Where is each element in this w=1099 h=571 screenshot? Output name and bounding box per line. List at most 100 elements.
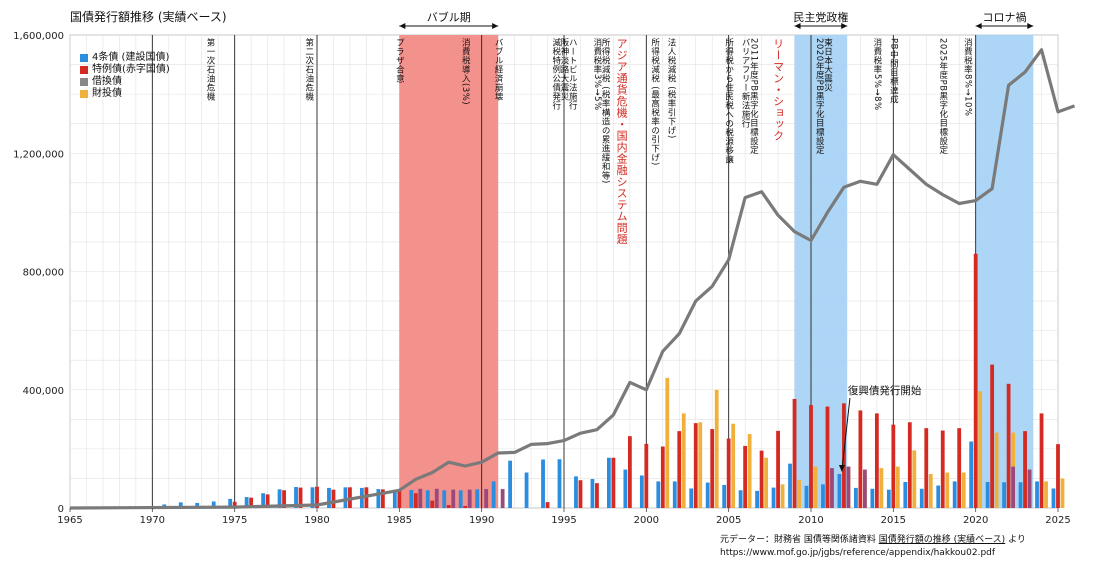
bar <box>557 459 562 508</box>
bar <box>1035 481 1039 508</box>
bar <box>195 502 200 508</box>
legend: 4条債 (建設国債) 特例債(赤字国債) 借換債 財投債 <box>80 52 170 100</box>
bar <box>952 481 957 508</box>
bar <box>1044 481 1048 508</box>
x-tick-label: 1975 <box>222 515 247 526</box>
annotation-label: アジア通貨危機・国内金融システム問題 <box>615 38 628 245</box>
bar <box>978 391 983 508</box>
bar <box>656 481 661 508</box>
bar <box>924 428 929 508</box>
bar <box>726 438 731 508</box>
bar <box>870 488 875 508</box>
bar <box>990 364 995 508</box>
bar <box>665 377 670 508</box>
bar <box>788 463 792 508</box>
bar <box>895 466 900 508</box>
legend-swatch <box>80 66 88 74</box>
annotation-label: 減税特例公債発行 <box>551 37 561 110</box>
bar <box>825 406 830 508</box>
bar <box>771 487 776 508</box>
source-url[interactable]: https://www.mof.go.jp/jgbs/reference/app… <box>720 548 996 558</box>
period-arrowhead-right <box>841 23 848 29</box>
annotation-label: 復興債発行開始 <box>848 384 922 397</box>
bar <box>331 489 336 508</box>
bar <box>425 490 430 508</box>
bar <box>776 430 780 508</box>
bar <box>491 481 496 508</box>
legend-label: 4条債 (建設国債) <box>92 52 170 63</box>
legend-item: 借換債 <box>80 76 170 88</box>
bar <box>994 432 999 508</box>
bar <box>611 457 616 508</box>
bar <box>928 474 933 508</box>
bar <box>1002 482 1006 508</box>
bar <box>714 389 719 508</box>
annotation-label: 阪神淡路大震災 <box>559 38 569 101</box>
y-tick-label: 1,600,000 <box>13 31 64 42</box>
bar <box>541 459 545 508</box>
bar <box>1006 383 1011 508</box>
bar <box>846 466 851 508</box>
legend-item: 特例債(赤字国債) <box>80 64 170 76</box>
bar <box>755 490 759 508</box>
bar <box>590 479 595 508</box>
source-ref[interactable]: 国債発行額の推移 (実績ベース) <box>878 535 1006 545</box>
bar <box>232 501 237 508</box>
bar <box>764 457 768 508</box>
bar <box>265 494 270 508</box>
legend-label: 特例債(赤字国債) <box>92 64 170 75</box>
bar <box>809 405 813 508</box>
bar <box>879 468 884 508</box>
bar <box>524 472 529 508</box>
x-tick-label: 2010 <box>798 515 823 526</box>
x-tick-label: 2005 <box>716 515 741 526</box>
bar <box>294 487 298 508</box>
shaded-period <box>794 35 848 508</box>
bar <box>863 469 867 508</box>
x-tick-label: 2020 <box>963 515 988 526</box>
annotation-label: 消費税率5%→8% <box>872 37 882 110</box>
legend-label: 財投債 <box>92 88 122 99</box>
x-tick-label: 2025 <box>1045 515 1070 526</box>
bar <box>623 469 628 508</box>
bar <box>418 488 423 508</box>
bar <box>903 481 908 508</box>
bar <box>689 488 694 508</box>
annotation-label: プラザ合意 <box>394 38 404 83</box>
bar <box>830 468 834 508</box>
period-arrowhead-left <box>975 23 982 29</box>
bar <box>315 486 319 508</box>
bar <box>747 434 752 508</box>
x-tick-label: 1980 <box>304 515 329 526</box>
bar <box>442 490 447 508</box>
legend-item: 4条債 (建設国債) <box>80 52 170 64</box>
source-prefix: 元データー：財務省 国債等関係諸資料 <box>720 535 876 545</box>
bar <box>874 413 879 508</box>
bar <box>705 482 710 508</box>
bar <box>681 413 686 508</box>
chart-title: 国債発行額推移 (実績ベース) <box>70 10 227 24</box>
bar <box>1060 478 1065 508</box>
bar <box>500 489 505 508</box>
shaded-period-label: コロナ禍 <box>982 10 1026 24</box>
bar <box>282 490 286 508</box>
bar <box>854 487 858 508</box>
legend-swatch <box>80 90 88 98</box>
bar <box>430 500 435 508</box>
x-tick-label: 1995 <box>551 515 576 526</box>
annotation-label: 所得税から住民税への税源移譲 <box>724 37 734 164</box>
bar <box>722 484 727 508</box>
bar <box>545 502 550 508</box>
bar <box>327 487 331 508</box>
y-tick-label: 1,200,000 <box>13 149 64 160</box>
source-suffix: より <box>1008 535 1026 545</box>
bar <box>595 483 599 508</box>
bar <box>627 436 632 508</box>
x-tick-label: 1990 <box>469 515 494 526</box>
annotation-label: 第二次石油危機 <box>304 37 314 101</box>
shaded-period-label: バブル期 <box>427 10 471 24</box>
bar <box>298 487 303 508</box>
bar <box>607 457 611 508</box>
bar <box>780 484 785 508</box>
